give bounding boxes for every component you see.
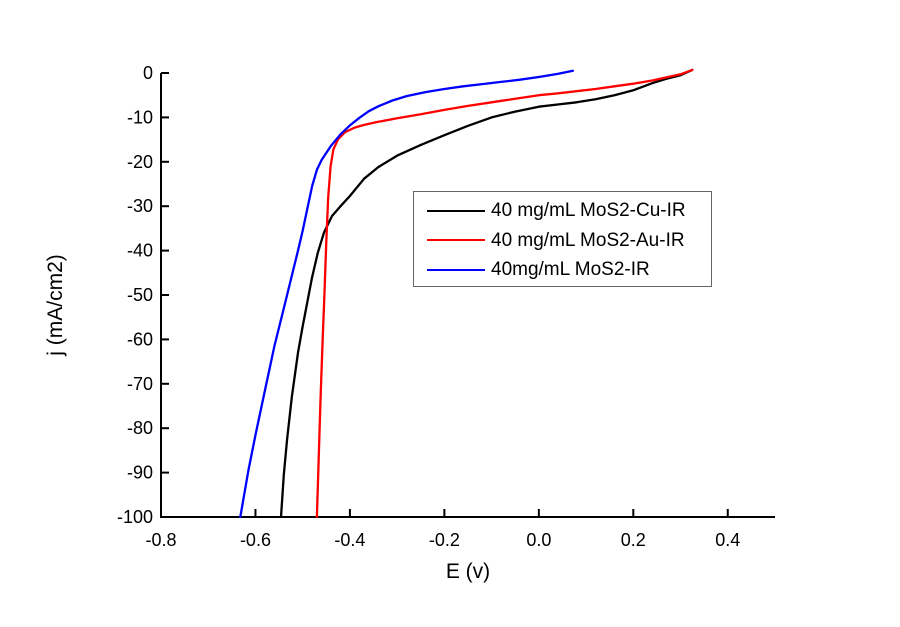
y-tick-label: -90 bbox=[127, 463, 153, 483]
x-tick-label: 0.2 bbox=[621, 530, 646, 550]
y-tick-label: -40 bbox=[127, 241, 153, 261]
legend-item-1: 40 mg/mL MoS2-Cu-IR bbox=[414, 196, 711, 226]
x-axis-title: E (v) bbox=[445, 560, 491, 583]
y-tick-label: -60 bbox=[127, 329, 153, 349]
curve-3-40mg-ml-mos2-ir bbox=[239, 69, 575, 519]
x-tick-label: -0.4 bbox=[334, 530, 365, 550]
legend-item-2: 40 mg/mL MoS2-Au-IR bbox=[414, 226, 711, 256]
curve-2-40-mg-ml-mos2-au-ir bbox=[315, 68, 694, 519]
legend-line-sample bbox=[427, 268, 485, 271]
legend-line-sample bbox=[427, 209, 485, 212]
y-tick-label: -20 bbox=[127, 152, 153, 172]
x-tick-label: -0.2 bbox=[429, 530, 460, 550]
legend-label: 40 mg/mL MoS2-Cu-IR bbox=[491, 200, 686, 222]
y-tick-label: -80 bbox=[127, 418, 153, 438]
curve-1-40-mg-ml-mos2-cu-ir bbox=[279, 68, 694, 519]
y-tick-label: -50 bbox=[127, 285, 153, 305]
y-tick-label: -70 bbox=[127, 374, 153, 394]
legend-item-3: 40mg/mL MoS2-IR bbox=[414, 255, 711, 285]
y-tick-label: -10 bbox=[127, 107, 153, 127]
y-tick-label: 0 bbox=[143, 63, 153, 83]
y-tick-label: -100 bbox=[117, 507, 153, 527]
legend: 40 mg/mL MoS2-Cu-IR 40 mg/mL MoS2-Au-IR 40… bbox=[413, 191, 712, 287]
x-tick-label: -0.8 bbox=[145, 530, 176, 550]
legend-label: 40mg/mL MoS2-IR bbox=[491, 259, 650, 281]
y-axis-title: j (mA/cm2) bbox=[44, 254, 67, 356]
x-tick-label: 0.4 bbox=[715, 530, 740, 550]
legend-label: 40 mg/mL MoS2-Au-IR bbox=[491, 229, 685, 251]
x-tick-label: -0.6 bbox=[240, 530, 271, 550]
legend-line-sample bbox=[427, 239, 485, 242]
x-tick-label: 0.0 bbox=[526, 530, 551, 550]
y-tick-label: -30 bbox=[127, 196, 153, 216]
